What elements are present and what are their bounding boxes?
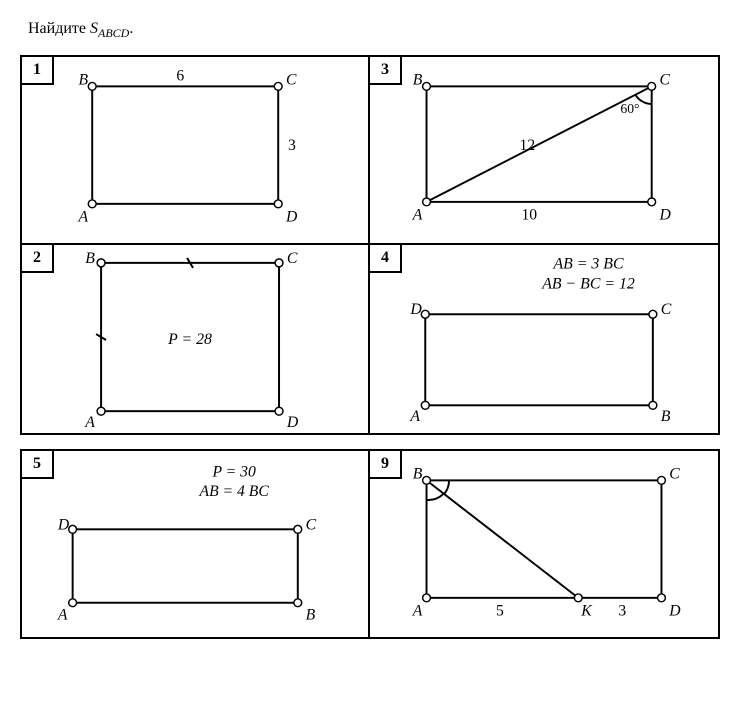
vertex-C: C [660, 72, 671, 89]
vertex-A: A [409, 408, 420, 425]
problem-number: 1 [20, 55, 54, 85]
vertex-A: A [78, 209, 89, 226]
label-seg1: 5 [496, 603, 504, 620]
prompt-suffix: . [129, 20, 133, 37]
vertex-D: D [285, 209, 298, 226]
problems-grid: 1 B C A D 6 3 [20, 55, 720, 639]
figure-4: AB = 3 BC AB − BC = 12 D C A B [370, 245, 718, 433]
vertex-B: B [79, 72, 89, 89]
row-1: 1 B C A D 6 3 [20, 55, 720, 245]
problem-number: 9 [368, 449, 402, 479]
task-prompt: Найдите SABCD. [28, 20, 714, 41]
vertex-C: C [287, 250, 298, 267]
row-3: 5 P = 30 AB = 4 BC D C A B [20, 449, 720, 639]
label-eq2: AB = 4 BC [199, 483, 270, 500]
vertex-B: B [306, 607, 316, 624]
label-angle: 60° [620, 101, 639, 116]
label-eq2: AB − BC = 12 [541, 276, 635, 293]
label-eq1: AB = 3 BC [553, 256, 624, 273]
label-seg2: 3 [618, 603, 626, 620]
vertex-B: B [413, 466, 423, 483]
problem-4: 4 AB = 3 BC AB − BC = 12 D C A B [370, 245, 720, 435]
problem-number: 2 [20, 243, 54, 273]
problem-number: 5 [20, 449, 54, 479]
vertex-A: A [57, 607, 68, 624]
vertex-A: A [412, 603, 423, 620]
vertex-D: D [659, 207, 672, 224]
row-2: 2 B C A D P = [20, 245, 720, 435]
label-eq1: P = 30 [211, 464, 256, 481]
figure-1: B C A D 6 3 [22, 57, 368, 243]
vertex-C: C [306, 517, 317, 534]
problem-number: 4 [368, 243, 402, 273]
prompt-subscript: ABCD [98, 26, 129, 40]
problem-3: 3 B C A D 12 [370, 55, 720, 245]
prompt-prefix: Найдите [28, 20, 90, 37]
vertex-A: A [412, 207, 423, 224]
problem-5: 5 P = 30 AB = 4 BC D C A B [20, 449, 370, 639]
figure-2: B C A D P = 28 [22, 245, 368, 433]
vertex-D: D [668, 603, 681, 620]
vertex-D: D [286, 414, 299, 431]
figure-3: B C A D 12 10 60° [370, 57, 718, 243]
prompt-variable: S [90, 20, 98, 37]
vertex-C: C [669, 466, 680, 483]
vertex-D: D [57, 517, 70, 534]
label-perimeter: P = 28 [167, 331, 212, 348]
figure-9: B C A D K 5 3 [370, 451, 718, 637]
label-diagonal: 12 [520, 137, 536, 154]
problem-9: 9 B C A D [370, 449, 720, 639]
vertex-D: D [409, 301, 422, 318]
label-bottom: 10 [521, 207, 537, 224]
label-right: 3 [288, 137, 296, 154]
vertex-A: A [84, 414, 95, 431]
vertex-B: B [661, 408, 671, 425]
figure-5: P = 30 AB = 4 BC D C A B [22, 451, 368, 637]
vertex-C: C [661, 301, 672, 318]
problem-2: 2 B C A D P = [20, 245, 370, 435]
vertex-B: B [413, 72, 423, 89]
label-top: 6 [176, 68, 184, 85]
vertex-C: C [286, 72, 297, 89]
problem-number: 3 [368, 55, 402, 85]
problem-1: 1 B C A D 6 3 [20, 55, 370, 245]
vertex-B: B [85, 250, 95, 267]
vertex-K: K [580, 603, 593, 620]
